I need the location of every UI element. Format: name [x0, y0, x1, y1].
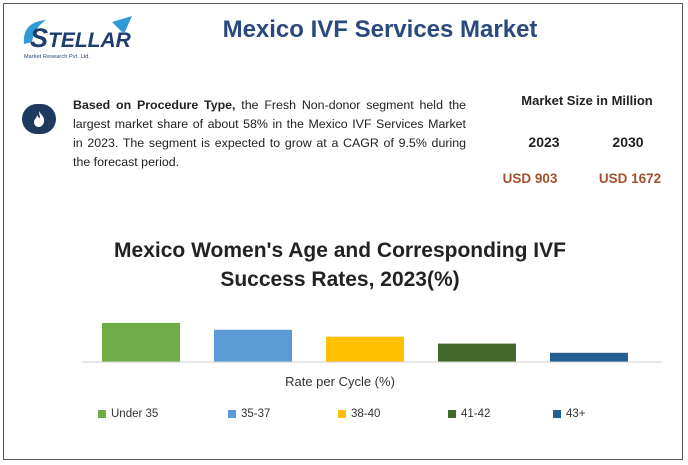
legend-item: 38-40 [338, 408, 380, 420]
legend-swatch [338, 410, 346, 418]
stellar-logo: S TELLAR [20, 14, 140, 64]
x-axis-label: Rate per Cycle (%) [285, 374, 395, 389]
bar-under-35 [102, 322, 180, 362]
bar-41-42 [438, 343, 516, 362]
year-2023: 2023 [528, 134, 560, 150]
legend-item: 35-37 [228, 408, 270, 420]
bar-38-40 [326, 336, 404, 362]
bar-35-37 [214, 329, 292, 362]
summary-bold-lead: Based on Procedure Type, [73, 98, 236, 112]
chart-title-line2: Success Rates, 2023(%) [220, 268, 460, 291]
legend-label: Under 35 [111, 408, 159, 420]
legend-label: 41-42 [461, 408, 491, 420]
legend-item: 43+ [553, 408, 586, 420]
legend-label: 43+ [566, 408, 586, 420]
infographic-frame [3, 3, 683, 460]
legend-item: Under 35 [98, 408, 158, 420]
svg-text:S: S [30, 23, 48, 53]
value-2023: USD 903 [502, 171, 558, 186]
legend-swatch [553, 410, 561, 418]
summary-text: Based on Procedure Type, the Fresh Non-d… [73, 96, 466, 172]
value-2030: USD 1672 [598, 171, 662, 186]
svg-text:TELLAR: TELLAR [48, 29, 132, 52]
legend-swatch [228, 410, 236, 418]
legend-label: 38-40 [351, 408, 381, 420]
year-2030: 2030 [612, 134, 644, 150]
summary-body: the Fresh Non-donor segment held the lar… [73, 98, 466, 169]
logo-tagline: Market Research Pvt. Ltd. [24, 54, 91, 60]
legend-swatch [448, 410, 456, 418]
legend-item: 41-42 [448, 408, 490, 420]
legend-swatch [98, 410, 106, 418]
page-title: Mexico IVF Services Market [222, 16, 538, 43]
legend-label: 35-37 [241, 408, 271, 420]
market-size-header: Market Size in Million [521, 93, 653, 108]
flame-icon [22, 104, 56, 134]
chart-legend: Under 35 35-37 38-40 41-42 43+ [98, 408, 618, 424]
bar-43- [550, 352, 628, 362]
chart-title: Mexico Women's Age and Corresponding IVF… [80, 236, 600, 294]
chart-title-line1: Mexico Women's Age and Corresponding IVF [114, 239, 566, 262]
